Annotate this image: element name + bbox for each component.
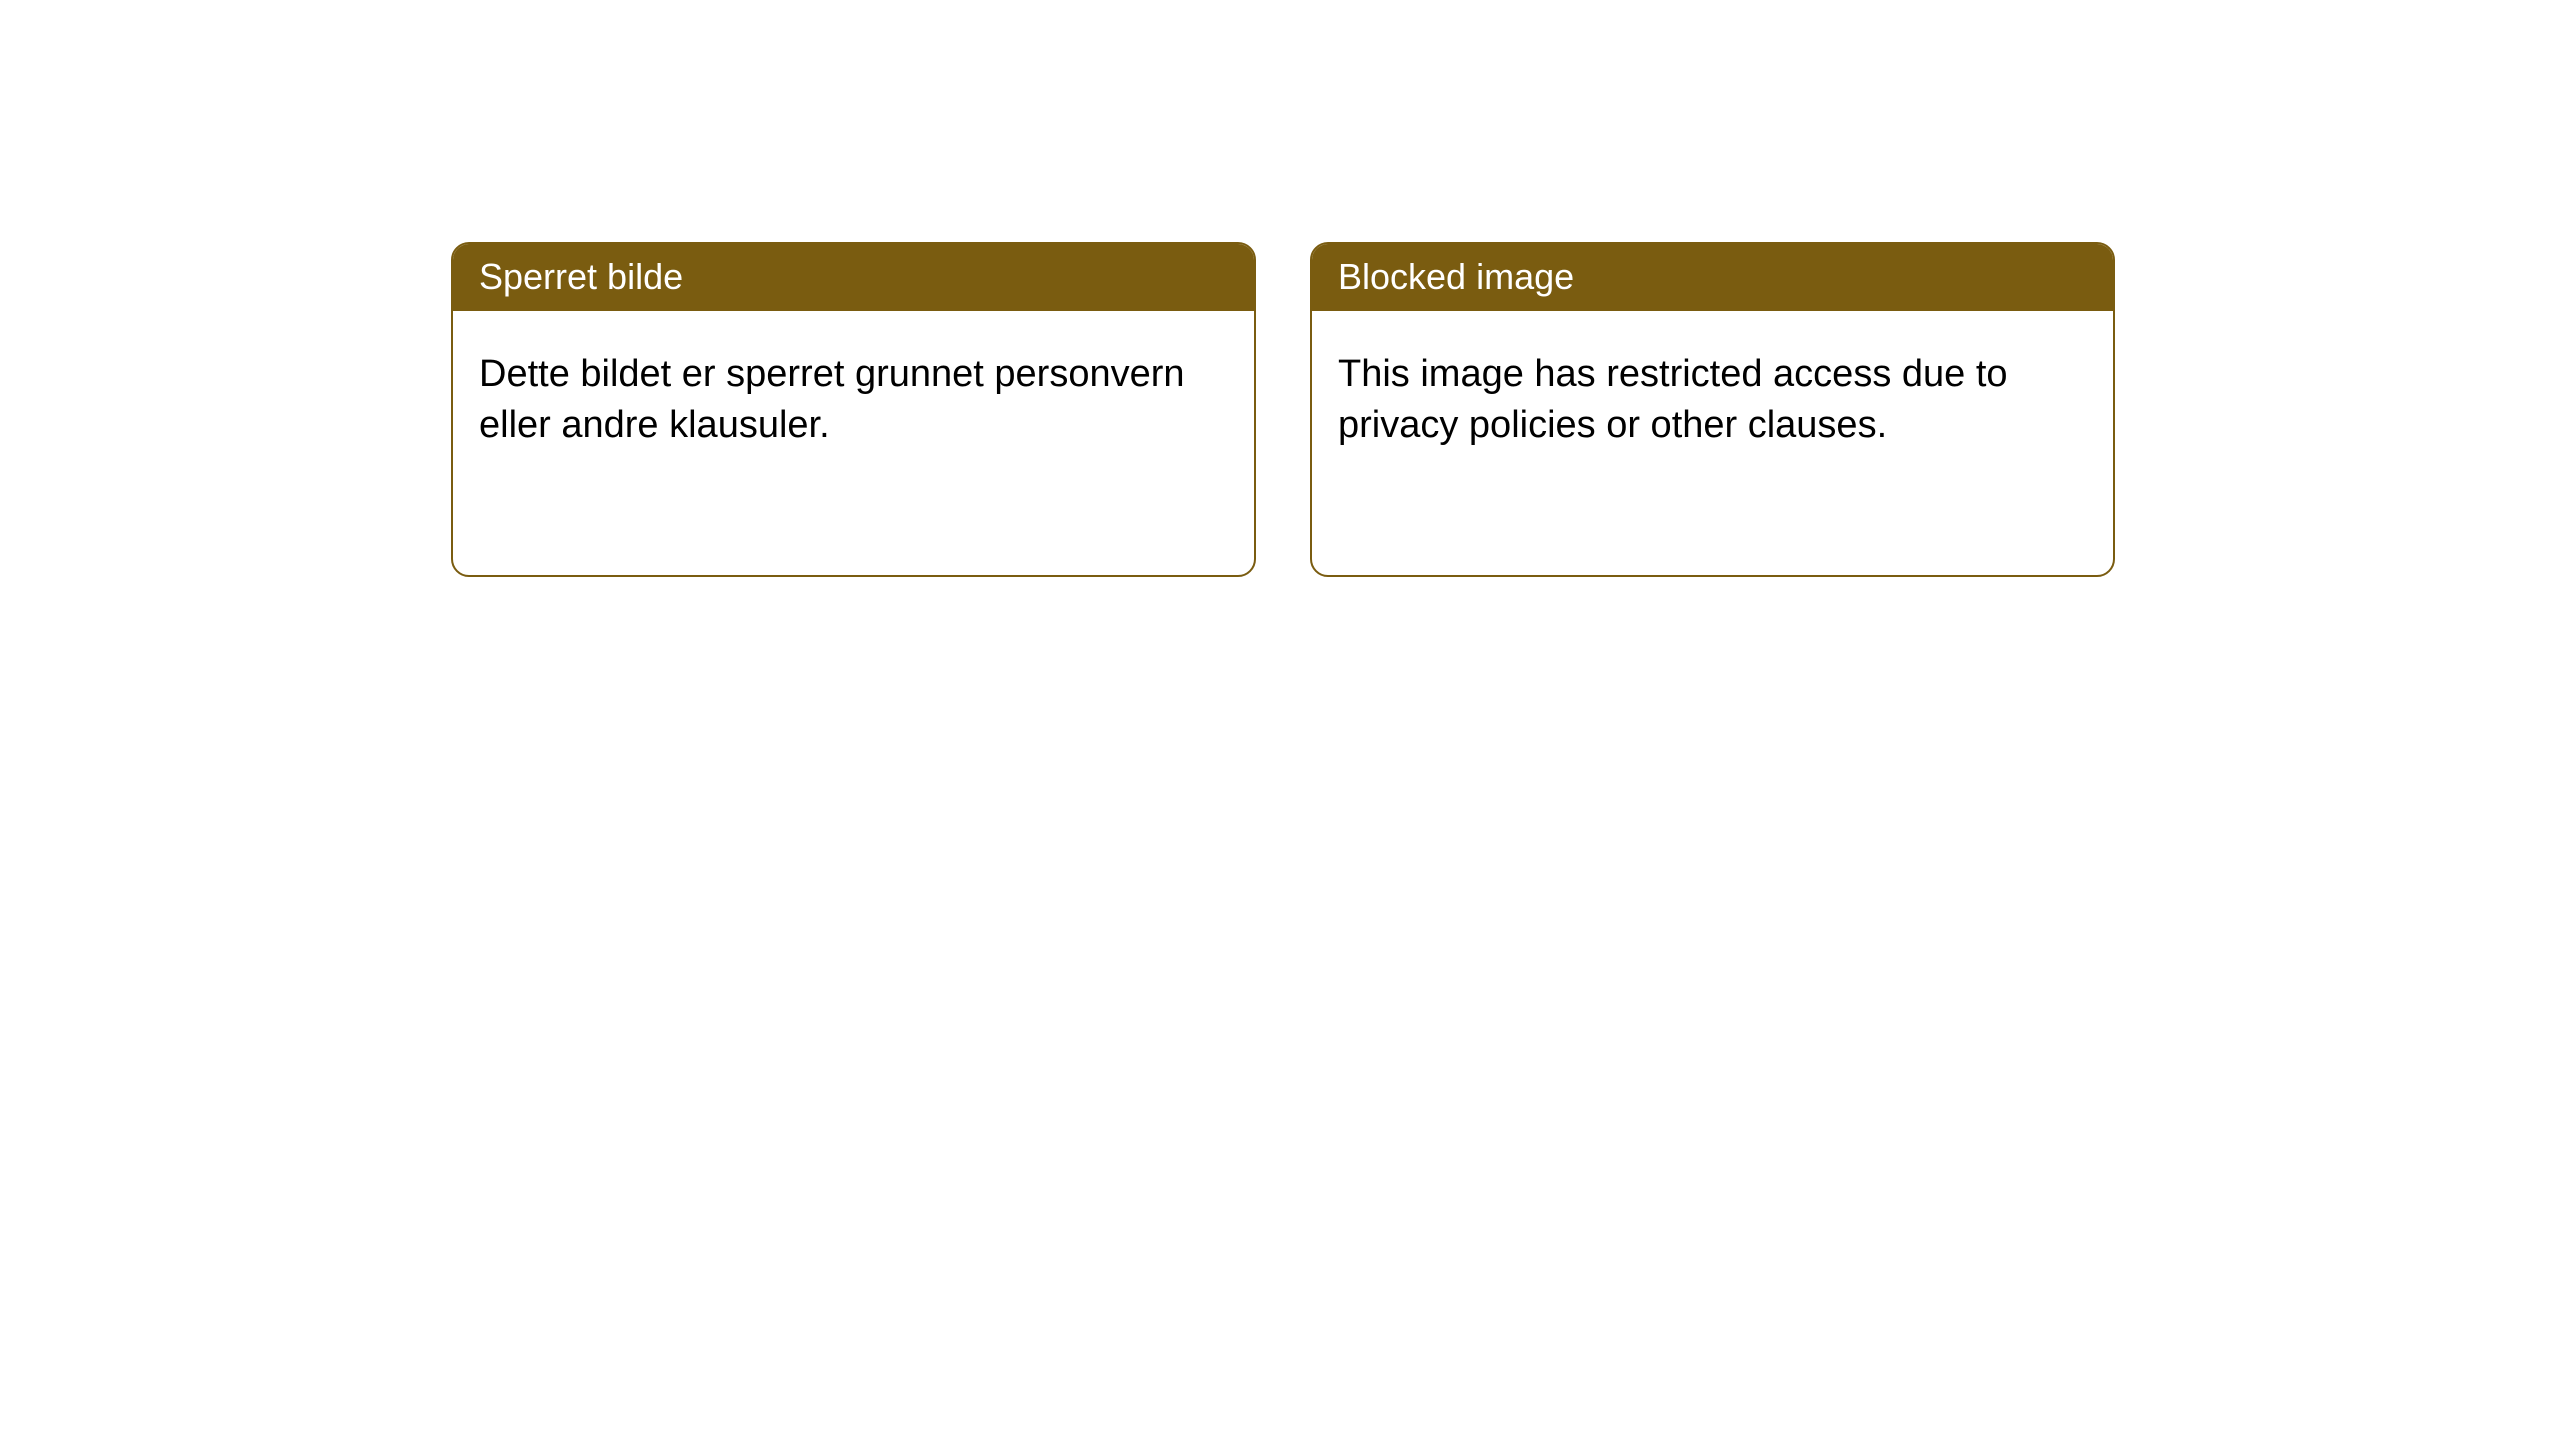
notice-body-english: This image has restricted access due to …: [1312, 311, 2113, 490]
notice-body-norwegian: Dette bildet er sperret grunnet personve…: [453, 311, 1254, 490]
notice-card-english: Blocked image This image has restricted …: [1310, 242, 2115, 577]
notice-card-norwegian: Sperret bilde Dette bildet er sperret gr…: [451, 242, 1256, 577]
notice-title-norwegian: Sperret bilde: [453, 244, 1254, 311]
notice-container: Sperret bilde Dette bildet er sperret gr…: [451, 242, 2115, 577]
notice-title-english: Blocked image: [1312, 244, 2113, 311]
